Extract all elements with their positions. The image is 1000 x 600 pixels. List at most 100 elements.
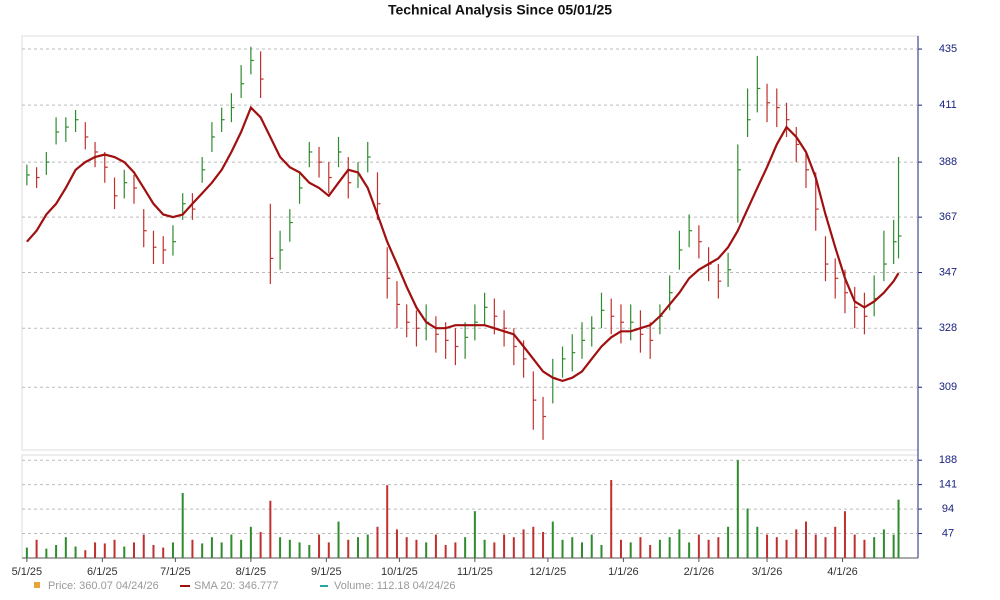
volume-bar — [814, 534, 817, 558]
x-tick-label: 5/1/25 — [12, 566, 43, 578]
volume-bar — [824, 537, 827, 558]
volume-bar — [897, 499, 900, 558]
volume-bar — [629, 542, 632, 558]
legend-label: Price: 360.07 04/24/26 — [48, 580, 159, 592]
y-tick-label: 435 — [939, 43, 957, 55]
y2-tick-label: 188 — [939, 454, 957, 466]
volume-bar — [142, 534, 145, 558]
x-tick-label: 8/1/25 — [236, 566, 267, 578]
volume-bar — [318, 534, 321, 558]
volume-bar — [55, 544, 58, 558]
volume-bar — [600, 544, 603, 558]
volume-bar — [357, 537, 359, 558]
volume-bar — [512, 537, 515, 558]
volume-bar — [25, 547, 28, 558]
x-tick-label: 4/1/26 — [827, 566, 858, 578]
volume-bar — [805, 521, 807, 558]
price-panel — [21, 35, 919, 451]
legend-label: Volume: 112.18 04/24/26 — [334, 580, 456, 592]
volume-bar — [210, 537, 213, 558]
volume-bar — [113, 539, 116, 558]
volume-bar — [892, 534, 895, 558]
x-tick-label: 9/1/25 — [311, 566, 342, 578]
volume-bar — [610, 479, 613, 558]
volume-bar — [464, 537, 467, 558]
volume-bar — [707, 539, 710, 558]
legend-label: SMA 20: 346.777 — [194, 580, 278, 592]
x-tick-label: 10/1/25 — [381, 566, 418, 578]
volume-bar — [181, 492, 184, 558]
volume-bar — [201, 543, 204, 558]
x-tick-label: 2/1/26 — [684, 566, 715, 578]
volume-bar — [639, 537, 642, 558]
volume-bar — [347, 539, 350, 558]
x-tick-label: 7/1/25 — [160, 566, 191, 578]
volume-bar — [522, 529, 525, 558]
x-tick-label: 1/1/26 — [608, 566, 639, 578]
volume-bar — [658, 539, 661, 558]
volume-bar — [551, 521, 554, 558]
volume-bar — [532, 526, 535, 558]
volume-bar — [775, 537, 778, 558]
volume-bar — [366, 534, 369, 558]
volume-bar — [259, 531, 262, 558]
y-tick-label: 367 — [939, 211, 957, 223]
volume-bar — [191, 539, 194, 558]
volume-bar — [795, 529, 798, 558]
volume-bar — [503, 534, 506, 558]
volume-bar — [35, 539, 38, 558]
y2-tick-label: 94 — [942, 503, 954, 515]
volume-bar — [571, 537, 574, 558]
volume-bar — [64, 537, 67, 558]
volume-bar — [590, 534, 593, 558]
volume-bar — [327, 542, 330, 558]
volume-bar — [220, 542, 223, 558]
volume-bar — [483, 539, 486, 558]
volume-bar — [376, 526, 379, 558]
volume-bar — [454, 542, 457, 558]
volume-bar — [581, 542, 583, 558]
volume-bar — [337, 521, 340, 558]
volume-bar — [756, 526, 759, 558]
volume-bar — [45, 548, 48, 558]
volume-bar — [697, 534, 700, 558]
volume-bar — [240, 539, 243, 558]
y-tick-label: 309 — [939, 381, 957, 393]
volume-bar — [434, 534, 437, 558]
volume-bar — [123, 546, 126, 558]
volume-bar — [561, 539, 564, 558]
volume-bar — [279, 537, 282, 558]
volume-bar — [882, 529, 885, 558]
volume-bar — [288, 539, 291, 558]
volume-bar — [84, 550, 87, 558]
y-tick-label: 411 — [939, 99, 957, 111]
volume-panel — [21, 454, 919, 559]
volume-bar — [425, 542, 428, 558]
volume-bar — [94, 542, 97, 558]
volume-bar — [727, 526, 730, 558]
volume-bar — [649, 544, 652, 558]
volume-bar — [746, 508, 749, 558]
volume-bar — [785, 539, 788, 558]
y2-tick-label: 141 — [939, 479, 957, 491]
volume-bar — [736, 460, 739, 558]
volume-bar — [473, 511, 476, 558]
volume-bar — [162, 547, 165, 558]
chart-title: Technical Analysis Since 05/01/25 — [388, 2, 612, 18]
x-tick-label: 12/1/25 — [530, 566, 567, 578]
volume-bar — [717, 537, 720, 558]
volume-bar — [444, 544, 447, 558]
volume-bar — [619, 539, 622, 558]
volume-bar — [133, 542, 135, 558]
volume-bar — [678, 529, 681, 558]
volume-bar — [103, 543, 106, 558]
volume-bar — [834, 526, 837, 558]
y2-tick-label: 47 — [942, 527, 954, 539]
volume-bar — [863, 539, 866, 558]
legend-swatch — [34, 582, 40, 588]
volume-bar — [668, 537, 671, 558]
volume-bar — [415, 539, 418, 558]
volume-bar — [853, 534, 856, 558]
volume-bar — [269, 500, 272, 558]
